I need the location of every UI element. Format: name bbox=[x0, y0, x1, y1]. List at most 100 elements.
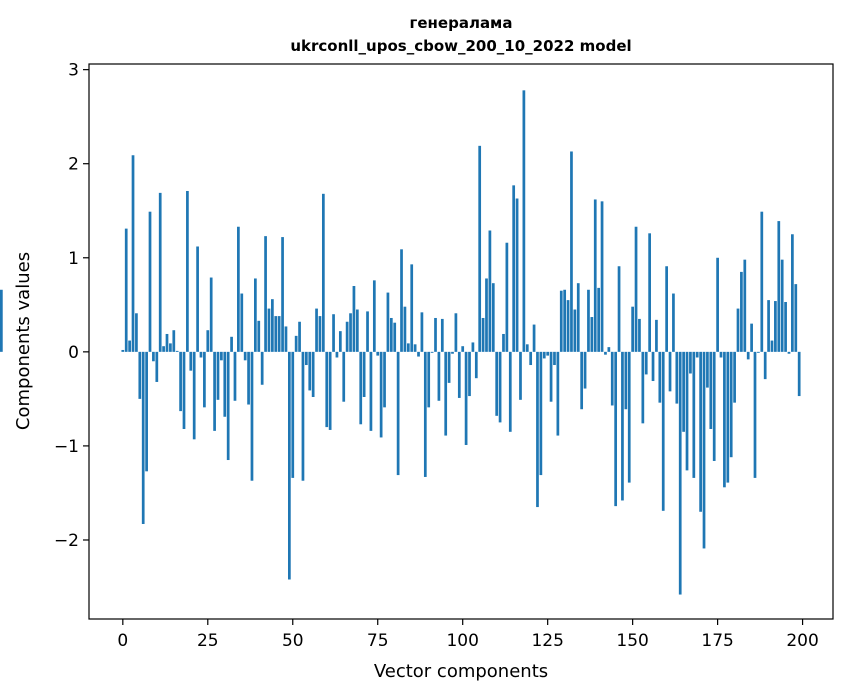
bar-128 bbox=[556, 351, 560, 436]
bar-129 bbox=[559, 290, 563, 352]
bar-7 bbox=[145, 351, 148, 472]
bar-15 bbox=[172, 330, 176, 352]
bar-89 bbox=[423, 351, 427, 477]
bar-185 bbox=[750, 323, 753, 352]
bar-25 bbox=[206, 330, 210, 352]
bar-2 bbox=[128, 340, 131, 352]
x-tick-label: 75 bbox=[367, 631, 389, 651]
bar-133 bbox=[573, 309, 577, 352]
bar-57 bbox=[315, 308, 318, 352]
bar-88 bbox=[420, 312, 424, 352]
bar-127 bbox=[553, 351, 556, 366]
bar-144 bbox=[610, 351, 614, 406]
bar-138 bbox=[590, 317, 594, 352]
bar-74 bbox=[372, 280, 376, 352]
x-tick-label: 50 bbox=[282, 631, 304, 651]
y-tick-label: 2 bbox=[68, 155, 79, 175]
bar-139 bbox=[593, 199, 597, 352]
bar-75 bbox=[376, 351, 380, 356]
bar-158 bbox=[658, 351, 662, 403]
bar-21 bbox=[192, 351, 196, 440]
bar-135 bbox=[580, 351, 584, 410]
bar-110 bbox=[495, 351, 499, 416]
bar-118 bbox=[522, 90, 526, 352]
bar-66 bbox=[345, 321, 349, 352]
bar-198 bbox=[794, 284, 798, 352]
bar-33 bbox=[233, 351, 237, 401]
bar-184 bbox=[746, 351, 750, 360]
bar-23 bbox=[199, 351, 203, 358]
bar-191 bbox=[770, 340, 774, 352]
bar-100 bbox=[461, 346, 465, 352]
bar-146 bbox=[617, 266, 621, 352]
bar-76 bbox=[379, 351, 383, 438]
bar-156 bbox=[651, 351, 655, 382]
bar-120 bbox=[529, 351, 533, 366]
y-tick-label: 1 bbox=[68, 249, 79, 269]
bar-series bbox=[0, 90, 801, 595]
bar-92 bbox=[434, 317, 437, 352]
bar-12 bbox=[162, 346, 165, 352]
bar-130 bbox=[563, 289, 567, 352]
x-tick-label: 100 bbox=[446, 631, 478, 651]
bar-24 bbox=[203, 351, 206, 408]
bar-173 bbox=[709, 351, 713, 429]
bar-82 bbox=[400, 249, 403, 352]
bar-93 bbox=[437, 351, 441, 401]
bar-70 bbox=[359, 351, 363, 425]
bar-114 bbox=[508, 351, 512, 432]
bar-145 bbox=[614, 351, 618, 507]
bar-31 bbox=[226, 351, 230, 461]
bar-51 bbox=[294, 335, 298, 352]
bar-179 bbox=[729, 351, 733, 458]
bar-174 bbox=[712, 351, 716, 461]
bar-59 bbox=[321, 193, 325, 352]
bar-48 bbox=[284, 326, 288, 352]
bar-152 bbox=[638, 318, 641, 352]
bar-36 bbox=[243, 351, 247, 361]
bar-125 bbox=[546, 351, 550, 356]
bar-11 bbox=[158, 192, 162, 352]
bar-155 bbox=[648, 233, 651, 352]
bar-161 bbox=[668, 351, 672, 392]
bar-1 bbox=[124, 228, 128, 352]
bar-140 bbox=[597, 287, 601, 352]
bar-115 bbox=[512, 185, 516, 352]
bar-65 bbox=[342, 351, 346, 402]
bar-18 bbox=[182, 351, 186, 429]
bar-35 bbox=[240, 293, 244, 352]
bar-26 bbox=[209, 277, 213, 352]
bar-196 bbox=[787, 351, 791, 354]
bar-101 bbox=[464, 351, 468, 445]
bar-157 bbox=[655, 319, 658, 352]
bar-163 bbox=[675, 351, 679, 404]
bar-13 bbox=[165, 333, 169, 352]
y-tick-label: −2 bbox=[54, 531, 79, 551]
bar-105 bbox=[478, 145, 482, 352]
bar-104 bbox=[474, 351, 478, 379]
bar-108 bbox=[488, 230, 492, 352]
y-axis-label: Components values bbox=[13, 252, 34, 430]
bar-60 bbox=[325, 351, 329, 428]
bar-121 bbox=[532, 324, 536, 352]
bar-106 bbox=[481, 317, 485, 352]
bar-3 bbox=[131, 155, 135, 352]
bar-197 bbox=[791, 234, 794, 352]
bar-123 bbox=[539, 351, 543, 476]
bar-172 bbox=[706, 351, 709, 388]
bar-32 bbox=[230, 336, 233, 352]
bar-171 bbox=[702, 351, 706, 549]
bar-189 bbox=[763, 351, 767, 380]
bar-187 bbox=[757, 351, 760, 353]
x-axis-label: Vector components bbox=[374, 661, 548, 682]
bar-168 bbox=[692, 351, 696, 478]
bar-117 bbox=[519, 351, 522, 400]
bar-167 bbox=[689, 351, 692, 374]
bar-9 bbox=[152, 351, 155, 362]
bar-37 bbox=[247, 351, 250, 405]
bar-4 bbox=[135, 313, 138, 352]
bar-47 bbox=[281, 237, 284, 352]
bar-34 bbox=[237, 226, 240, 352]
bar-83 bbox=[403, 306, 407, 352]
